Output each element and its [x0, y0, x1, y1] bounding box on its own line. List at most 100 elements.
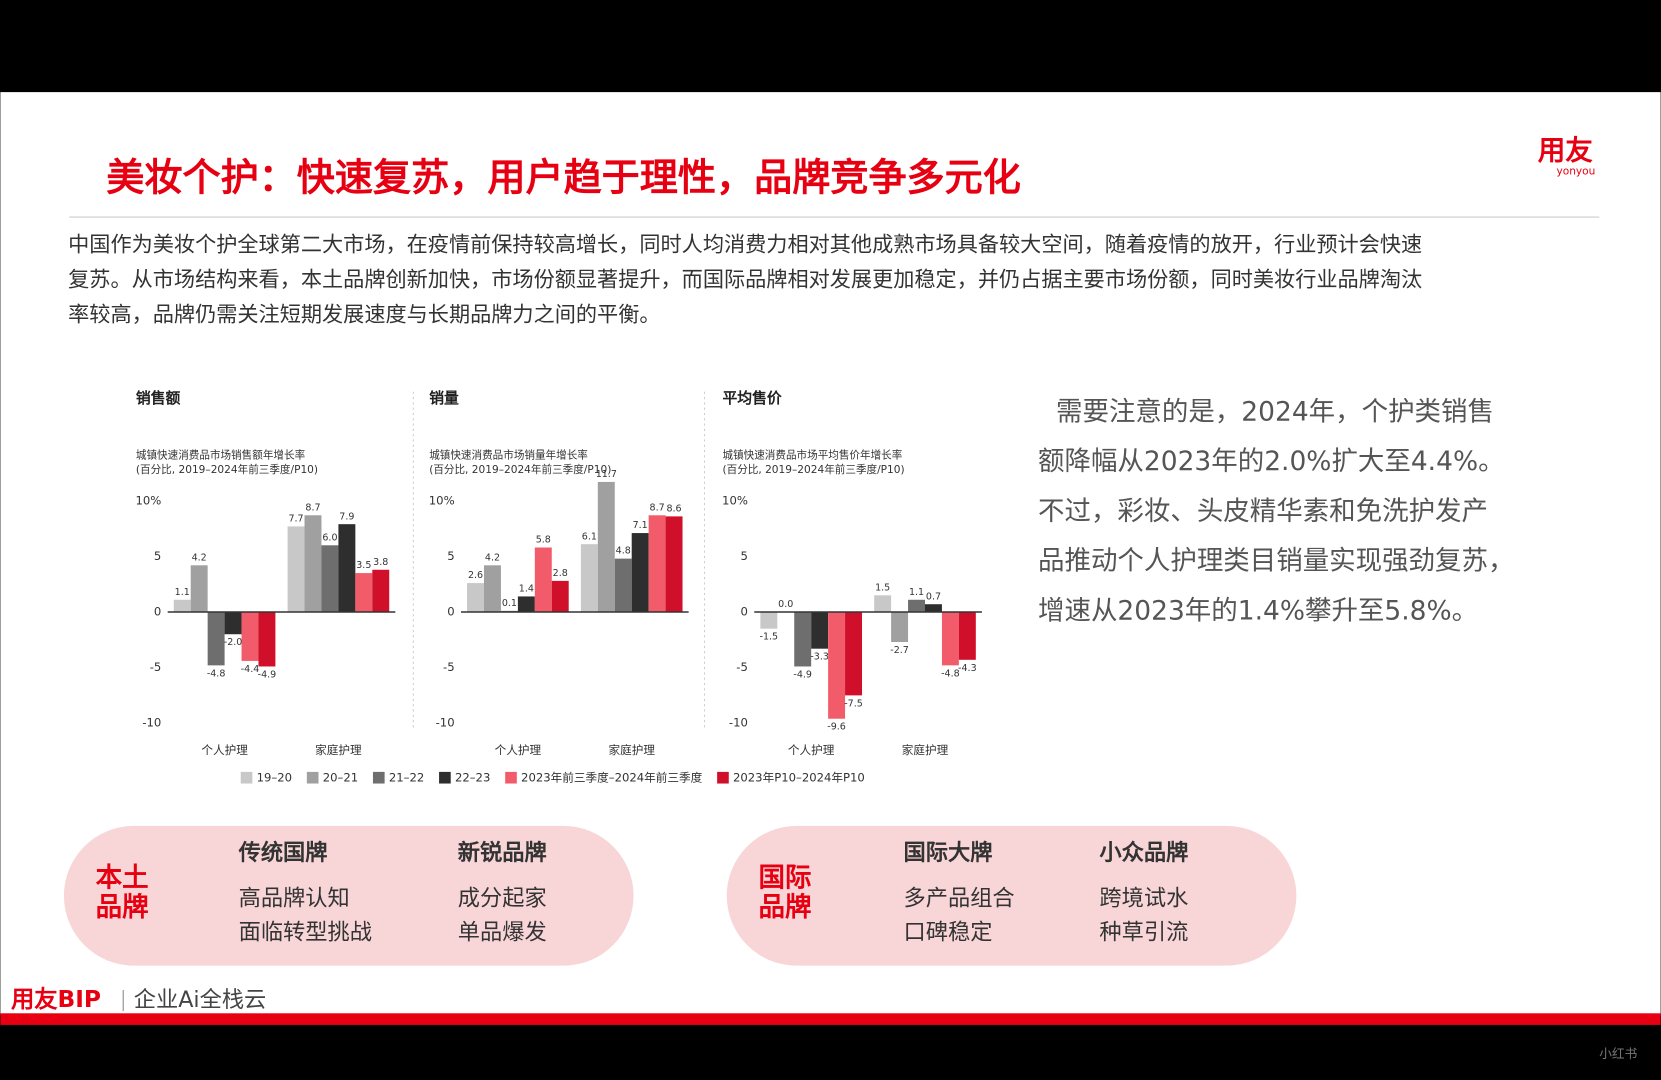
bar	[338, 524, 356, 612]
y-tick-label: 0	[447, 605, 454, 619]
bar	[874, 595, 892, 612]
bar	[811, 612, 829, 649]
x-tick-label: 家庭护理	[608, 743, 655, 757]
y-tick-label: 0	[154, 605, 161, 619]
bar	[941, 612, 959, 666]
value-label: 2.8	[553, 568, 568, 579]
bar	[580, 544, 598, 612]
group-name: 国际大牌	[904, 839, 993, 866]
value-label: 0.7	[926, 591, 941, 602]
value-label: -4.8	[941, 668, 960, 679]
value-label: -9.6	[827, 722, 846, 733]
bar	[321, 545, 339, 612]
bar	[372, 569, 390, 612]
bar	[467, 583, 484, 612]
footer-bar	[0, 1013, 1661, 1025]
value-label: 4.2	[192, 552, 207, 563]
chart-title: 销售额	[136, 389, 181, 407]
value-label: -3.3	[810, 652, 829, 663]
group-item: 高品牌认知	[239, 885, 350, 911]
note-line: 不过，彩妆、头皮精华素和免洗护发产	[1038, 496, 1488, 527]
y-tick-label: -10	[729, 716, 748, 730]
value-label: -4.8	[207, 668, 226, 679]
y-tick-label: 10%	[429, 493, 455, 507]
bar	[484, 565, 501, 612]
legend-label: 22–23	[455, 771, 490, 785]
x-tick-label: 个人护理	[495, 743, 542, 757]
value-label: 8.7	[650, 502, 665, 513]
value-label: 8.6	[666, 503, 681, 514]
bar	[258, 612, 276, 667]
value-label: -4.9	[258, 669, 277, 680]
value-label: 7.7	[288, 513, 303, 524]
legend-swatch	[240, 771, 253, 784]
value-label: 6.1	[582, 531, 597, 542]
bar	[304, 515, 322, 612]
bar	[845, 612, 862, 696]
bar	[908, 599, 925, 612]
legend-swatch	[306, 771, 319, 784]
value-label: 0.0	[778, 599, 793, 610]
y-tick-label: 0	[741, 605, 748, 619]
y-tick-label: 5	[447, 549, 454, 563]
bar	[534, 547, 552, 612]
bar	[207, 612, 225, 666]
chart-subtitle: 城镇快速消费品市场销量年增长率	[429, 448, 588, 461]
group-item: 成分起家	[458, 885, 547, 911]
chart-title: 平均售价	[723, 389, 782, 407]
brand-label: 本土	[96, 862, 149, 893]
legend-label: 19–20	[257, 771, 292, 785]
group-name: 传统国牌	[238, 839, 328, 866]
y-tick-label: -5	[736, 660, 748, 674]
note-line: 额降幅从2023年的2.0%扩大至4.4%。	[1038, 446, 1505, 477]
bar	[891, 612, 909, 643]
bar	[665, 516, 683, 612]
value-label: 4.2	[485, 552, 500, 563]
bar	[551, 580, 569, 612]
bar	[241, 612, 259, 661]
y-tick-label: -5	[150, 660, 162, 674]
group-item: 种草引流	[1099, 919, 1188, 945]
group-item: 多产品组合	[904, 885, 1015, 911]
pill	[63, 825, 634, 966]
bar	[355, 573, 373, 612]
value-label: 3.8	[373, 557, 388, 568]
value-label: 1.1	[175, 587, 190, 598]
value-label: -4.4	[241, 664, 260, 675]
value-label: -2.7	[890, 645, 909, 656]
value-label: -4.3	[958, 663, 977, 674]
note-line: 需要注意的是，2024年，个护类销售	[1056, 396, 1494, 427]
bar	[794, 612, 812, 667]
legend-swatch	[717, 771, 729, 784]
note-line: 品推动个人护理类目销量实现强劲复苏，	[1038, 546, 1514, 577]
y-tick-label: 10%	[135, 493, 161, 507]
value-label: 5.8	[536, 535, 551, 546]
x-tick-label: 家庭护理	[902, 743, 949, 757]
value-label: -4.9	[793, 669, 812, 680]
bar	[828, 612, 846, 719]
y-tick-label: -10	[142, 716, 161, 730]
x-tick-label: 个人护理	[788, 743, 835, 757]
value-label: 7.1	[633, 520, 648, 531]
note-line: 增速从2023年的1.4%攀升至5.8%。	[1038, 596, 1478, 627]
y-tick-label: 10%	[722, 493, 748, 507]
value-label: -2.0	[224, 637, 243, 648]
bar	[173, 599, 191, 612]
bar	[631, 533, 649, 612]
value-label: 11.7	[596, 469, 617, 480]
pill	[726, 825, 1297, 966]
bar	[224, 612, 242, 635]
watermark: 小红书	[1599, 1046, 1637, 1061]
y-tick-label: 5	[154, 549, 161, 563]
group-item: 面临转型挑战	[239, 919, 372, 945]
y-tick-label: 5	[741, 549, 748, 563]
bar	[958, 612, 976, 660]
bar	[648, 515, 666, 612]
x-tick-label: 个人护理	[201, 743, 248, 757]
title: 美妆个护：快速复苏，用户趋于理性，品牌竞争多元化	[106, 156, 1021, 200]
bar	[760, 612, 778, 629]
value-label: 4.8	[616, 546, 631, 557]
intro-line: 中国作为美妆个护全球第二大市场，在疫情前保持较高增长，同时人均消费力相对其他成熟…	[68, 232, 1422, 257]
legend-swatch	[372, 771, 385, 784]
